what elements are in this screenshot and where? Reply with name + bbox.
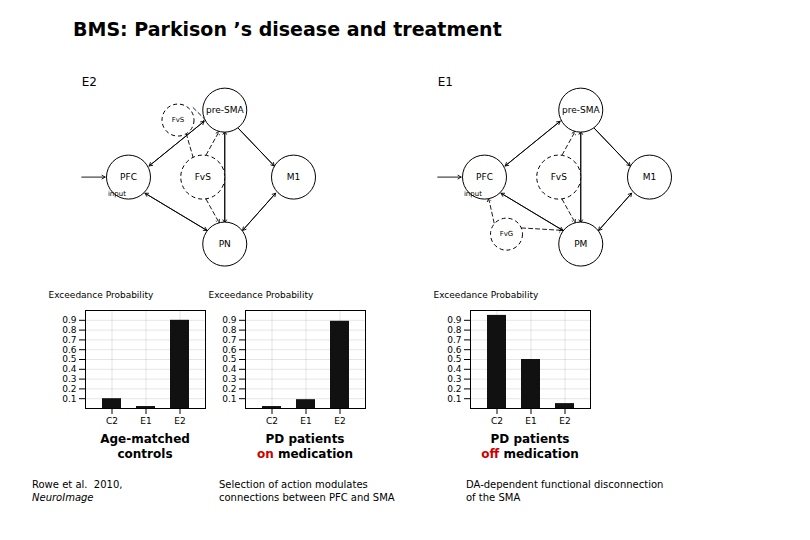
html-text:off medication: off medication [481, 447, 579, 461]
svg-text:0.1: 0.1 [62, 394, 76, 404]
svg-text:Exceedance Probability: Exceedance Probability [49, 290, 154, 300]
html-text:BMS: Parkison ’s disease and t: BMS: Parkison ’s disease and treatment [73, 18, 502, 40]
svg-text:FvG: FvG [500, 230, 514, 238]
svg-text:C2: C2 [106, 416, 118, 426]
svg-text:E1: E1 [140, 416, 151, 426]
svg-text:Exceedance Probability: Exceedance Probability [209, 290, 314, 300]
svg-text:E2: E2 [334, 416, 345, 426]
svg-text:0.1: 0.1 [222, 394, 236, 404]
svg-text:PM: PM [574, 239, 587, 249]
html-text:PD patients: PD patients [490, 432, 570, 446]
svg-text:0.4: 0.4 [222, 364, 237, 374]
svg-text:pre-SMA: pre-SMA [562, 105, 600, 115]
svg-text:0.8: 0.8 [447, 325, 462, 335]
svg-text:C2: C2 [266, 416, 278, 426]
svg-text:0.2: 0.2 [62, 384, 76, 394]
svg-text:pre-SMA: pre-SMA [206, 105, 244, 115]
svg-text:E1: E1 [438, 75, 453, 89]
svg-text:0.3: 0.3 [62, 374, 76, 384]
html-text:controls: controls [117, 447, 173, 461]
svg-text:0.7: 0.7 [62, 335, 76, 345]
svg-text:input: input [464, 190, 482, 198]
svg-text:0.8: 0.8 [222, 325, 237, 335]
svg-text:E2: E2 [559, 416, 570, 426]
svg-text:E2: E2 [174, 416, 185, 426]
html-text:NeuroImage: NeuroImage [32, 492, 94, 503]
html-text:Age-matched: Age-matched [100, 432, 190, 446]
svg-text:0.6: 0.6 [222, 345, 237, 355]
svg-text:0.4: 0.4 [62, 364, 77, 374]
html-text:PD patients: PD patients [265, 432, 345, 446]
svg-text:0.5: 0.5 [447, 354, 461, 364]
html-text:DA-dependent functional discon: DA-dependent functional disconnection of… [466, 479, 664, 503]
svg-text:0.3: 0.3 [447, 374, 461, 384]
svg-text:0.3: 0.3 [222, 374, 236, 384]
svg-text:0.6: 0.6 [62, 345, 77, 355]
html-text:on medication: on medication [256, 447, 354, 461]
svg-text:0.7: 0.7 [447, 335, 461, 345]
svg-text:E1: E1 [300, 416, 311, 426]
svg-text:input: input [108, 190, 126, 198]
svg-text:PFC: PFC [120, 172, 137, 182]
svg-text:0.5: 0.5 [62, 354, 76, 364]
svg-text:PFC: PFC [476, 172, 493, 182]
svg-text:0.6: 0.6 [447, 345, 462, 355]
svg-text:C2: C2 [491, 416, 503, 426]
svg-text:PN: PN [219, 239, 231, 249]
svg-text:FvS: FvS [195, 172, 212, 182]
svg-text:FvS: FvS [551, 172, 568, 182]
svg-text:FvS: FvS [172, 116, 185, 124]
svg-text:0.9: 0.9 [447, 315, 462, 325]
svg-text:E1: E1 [525, 416, 536, 426]
svg-text:Exceedance Probability: Exceedance Probability [434, 290, 539, 300]
svg-text:0.2: 0.2 [222, 384, 236, 394]
svg-text:0.2: 0.2 [447, 384, 461, 394]
html-text:Selection of action modulates: Selection of action modulates connection… [219, 479, 395, 503]
html-text:Rowe et al. 2010,: Rowe et al. 2010, [32, 479, 123, 490]
svg-text:0.8: 0.8 [62, 325, 77, 335]
svg-text:0.7: 0.7 [222, 335, 236, 345]
svg-text:M1: M1 [643, 172, 657, 182]
svg-text:E2: E2 [82, 75, 97, 89]
svg-text:0.5: 0.5 [222, 354, 236, 364]
svg-text:0.1: 0.1 [447, 394, 461, 404]
svg-text:0.9: 0.9 [222, 315, 237, 325]
svg-text:0.9: 0.9 [62, 315, 77, 325]
svg-text:0.4: 0.4 [447, 364, 462, 374]
svg-text:M1: M1 [287, 172, 301, 182]
